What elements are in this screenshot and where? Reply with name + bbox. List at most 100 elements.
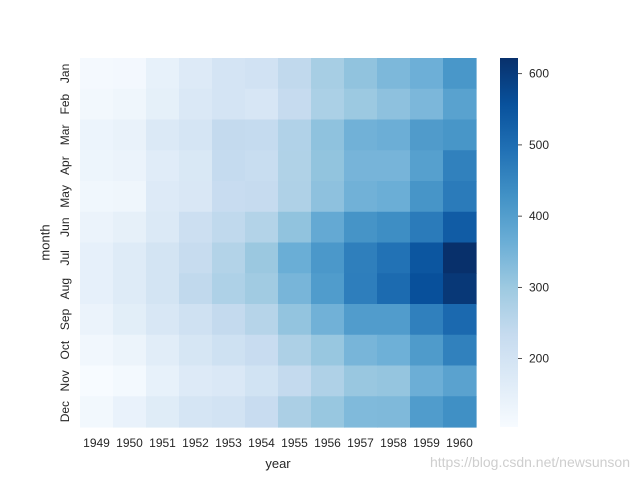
heatmap-cell	[311, 150, 345, 182]
heatmap-cell	[146, 119, 180, 151]
heatmap-cell	[377, 242, 411, 274]
heatmap-cell	[311, 242, 345, 274]
heatmap-cell	[113, 396, 147, 428]
heatmap-cell	[311, 334, 345, 367]
heatmap-cell	[410, 242, 444, 274]
heatmap-cell	[146, 181, 180, 213]
heatmap-cell	[278, 396, 312, 428]
heatmap-cell	[245, 273, 279, 305]
heatmap-cell	[377, 211, 411, 244]
heatmap-cell	[80, 365, 114, 397]
heatmap-cell	[311, 58, 345, 90]
heatmap-cell	[113, 58, 147, 90]
heatmap-cell	[80, 396, 114, 428]
heatmap-cell	[377, 88, 411, 121]
heatmap-cell	[410, 150, 444, 182]
heatmap-cell	[443, 396, 477, 428]
heatmap-cell	[344, 58, 378, 90]
x-axis-ticks: 1949 1950 1951 1952 1953 1954 1955 1956 1957 1958…	[83, 436, 473, 450]
heatmap-cell	[146, 396, 180, 428]
heatmap-cell	[443, 58, 477, 90]
heatmap-cell	[146, 211, 180, 244]
y-tick-label: Apr	[58, 156, 72, 175]
heatmap-cell	[443, 211, 477, 244]
heatmap-cell	[410, 273, 444, 305]
heatmap-cell	[410, 396, 444, 428]
y-tick-label: Jun	[58, 217, 72, 236]
colorbar-tick-label: 200	[529, 352, 549, 366]
heatmap-cell	[410, 119, 444, 151]
colorbar-tick-label: 400	[529, 209, 549, 223]
x-tick-label: 1959	[413, 436, 440, 450]
heatmap-cell	[344, 150, 378, 182]
heatmap-cell	[344, 273, 378, 305]
colorbar-ticks: 200 300 400 500 600	[518, 67, 549, 366]
heatmap-cell	[377, 365, 411, 397]
heatmap-cell	[80, 58, 114, 90]
heatmap-cell	[443, 119, 477, 151]
x-tick-label: 1952	[182, 436, 209, 450]
heatmap-cell	[344, 242, 378, 274]
heatmap-cell	[113, 304, 147, 336]
y-tick-label: Sep	[58, 308, 72, 330]
heatmap-cell	[113, 181, 147, 213]
heatmap-cell	[278, 119, 312, 151]
heatmap-cell	[344, 181, 378, 213]
heatmap-cell	[245, 211, 279, 244]
heatmap-cell	[377, 396, 411, 428]
heatmap-cell	[113, 150, 147, 182]
heatmap-cell	[212, 150, 246, 182]
heatmap-cell	[311, 211, 345, 244]
y-tick-label: Oct	[58, 340, 72, 359]
x-tick-label: 1953	[215, 436, 242, 450]
heatmap-cell	[245, 242, 279, 274]
heatmap-cell	[311, 181, 345, 213]
heatmap-cell	[212, 181, 246, 213]
heatmap-cell	[410, 334, 444, 367]
heatmap-cell	[344, 88, 378, 121]
heatmap-cell	[311, 119, 345, 151]
heatmap-cell	[443, 88, 477, 121]
heatmap-cell	[377, 150, 411, 182]
heatmap-cell	[443, 242, 477, 274]
heatmap-cell	[344, 334, 378, 367]
heatmap-cell	[278, 150, 312, 182]
heatmap-cell	[377, 119, 411, 151]
heatmap-cell	[146, 150, 180, 182]
heatmap-cell	[146, 242, 180, 274]
heatmap-cell	[113, 242, 147, 274]
x-tick-label: 1954	[248, 436, 275, 450]
heatmap-cell	[278, 88, 312, 121]
heatmap-cell	[179, 150, 213, 182]
heatmap-cell	[146, 273, 180, 305]
heatmap-cell	[410, 365, 444, 397]
heatmap-cell	[311, 88, 345, 121]
x-tick-label: 1960	[446, 436, 473, 450]
y-tick-label: Jul	[58, 250, 72, 265]
heatmap-cell	[377, 273, 411, 305]
heatmap-cell	[410, 88, 444, 121]
heatmap-cell	[146, 88, 180, 121]
y-tick-label: Jan	[58, 64, 72, 83]
x-tick-label: 1958	[380, 436, 407, 450]
heatmap-cell	[311, 365, 345, 397]
colorbar	[500, 58, 518, 427]
heatmap-cell	[377, 334, 411, 367]
heatmap-cell	[377, 304, 411, 336]
heatmap-cell	[278, 181, 312, 213]
heatmap-cell	[80, 181, 114, 213]
heatmap-cell	[179, 88, 213, 121]
heatmap-cell	[212, 242, 246, 274]
heatmap-cell	[443, 304, 477, 336]
y-tick-label: Aug	[58, 278, 72, 299]
heatmap-cell	[113, 119, 147, 151]
heatmap-cell	[311, 304, 345, 336]
heatmap-cell	[245, 150, 279, 182]
heatmap-cell	[410, 211, 444, 244]
heatmap-cell	[344, 396, 378, 428]
heatmap-cell	[212, 396, 246, 428]
heatmap-cell	[80, 273, 114, 305]
colorbar-tick-label: 600	[529, 67, 549, 81]
y-tick-label: Dec	[58, 401, 72, 422]
